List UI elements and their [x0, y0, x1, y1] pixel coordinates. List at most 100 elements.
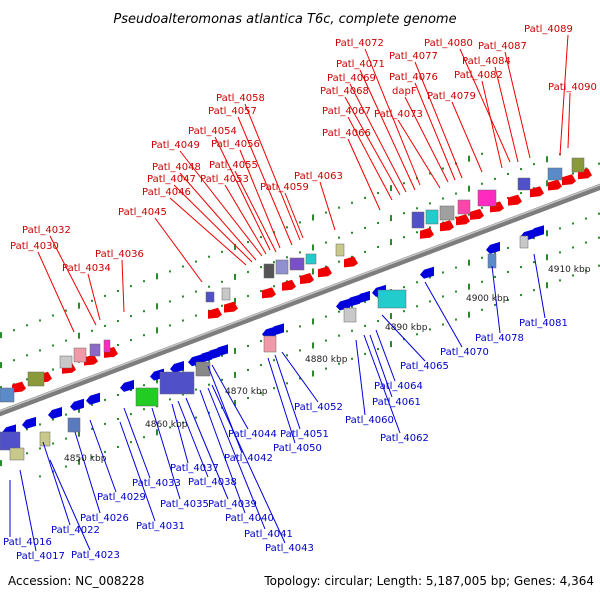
- gene-label[interactable]: Patl_4053: [200, 174, 249, 185]
- tick-mark: [403, 212, 405, 215]
- gene-label[interactable]: Patl_4070: [440, 347, 489, 358]
- reverse-gene-arrow: [170, 361, 184, 374]
- gene-label[interactable]: Patl_4054: [188, 126, 237, 137]
- tick-mark: [234, 243, 236, 250]
- gene-label[interactable]: Patl_4029: [97, 492, 146, 503]
- gene-label[interactable]: Patl_4051: [280, 429, 329, 440]
- gene-label[interactable]: Patl_4045: [118, 207, 167, 218]
- gene-label[interactable]: Patl_4077: [389, 51, 438, 62]
- gene-label[interactable]: Patl_4017: [16, 551, 65, 562]
- gene-label[interactable]: Patl_4034: [62, 263, 111, 274]
- gene-label[interactable]: Patl_4062: [380, 433, 429, 444]
- gene-label[interactable]: Patl_4067: [322, 106, 371, 117]
- tick-mark: [390, 239, 392, 246]
- tick-mark: [559, 279, 561, 282]
- gene-label[interactable]: Patl_4079: [427, 91, 476, 102]
- tick-mark: [52, 418, 54, 421]
- gene-label[interactable]: Patl_4090: [548, 82, 597, 93]
- gene-label[interactable]: Patl_4064: [374, 381, 423, 392]
- gene-block: [9, 447, 25, 461]
- gene-label[interactable]: Patl_4044: [228, 429, 277, 440]
- gene-label[interactable]: Patl_4060: [345, 415, 394, 426]
- gene-label[interactable]: Patl_4078: [475, 333, 524, 344]
- gene-label[interactable]: Patl_4038: [188, 477, 237, 488]
- reverse-gene-arrow: [420, 266, 434, 279]
- gene-label[interactable]: Patl_4084: [462, 56, 511, 67]
- tick-mark: [39, 423, 41, 426]
- gene-label[interactable]: Patl_4072: [335, 38, 384, 49]
- tick-mark: [26, 428, 28, 431]
- gene-label[interactable]: Patl_4040: [225, 513, 274, 524]
- gene-label[interactable]: Patl_4035: [160, 499, 209, 510]
- gene-label[interactable]: Patl_4071: [336, 59, 385, 70]
- gene-label[interactable]: dapF: [392, 86, 417, 97]
- tick-mark: [260, 290, 262, 293]
- gene-label[interactable]: Patl_4050: [273, 443, 322, 454]
- tick-mark: [351, 329, 353, 332]
- tick-mark: [117, 394, 119, 397]
- tick-mark: [286, 354, 288, 357]
- gene-label[interactable]: Patl_4082: [454, 70, 503, 81]
- gene-label[interactable]: Patl_4048: [152, 162, 201, 173]
- tick-mark: [247, 240, 249, 243]
- tick-mark: [325, 367, 327, 370]
- gene-block: [263, 335, 277, 353]
- gene-label[interactable]: Patl_4066: [322, 128, 371, 139]
- tick-mark: [364, 352, 366, 355]
- gene-label[interactable]: Patl_4059: [260, 182, 309, 193]
- gene-label[interactable]: Patl_4089: [524, 24, 573, 35]
- gene-label[interactable]: Patl_4031: [136, 521, 185, 532]
- tick-mark: [156, 377, 158, 384]
- gene-label[interactable]: Patl_4056: [211, 139, 260, 150]
- tick-mark: [338, 236, 340, 239]
- gene-label[interactable]: Patl_4057: [208, 106, 257, 117]
- map-title: Pseudoalteromonas atlantica T6c, complet…: [113, 12, 456, 27]
- gene-label[interactable]: Patl_4049: [151, 140, 200, 151]
- gene-label[interactable]: Patl_4023: [71, 550, 120, 561]
- gene-label[interactable]: Patl_4055: [209, 160, 258, 171]
- gene-label[interactable]: Patl_4036: [95, 249, 144, 260]
- forward-leader-lines: [37, 34, 571, 333]
- gene-label[interactable]: Patl_4063: [294, 171, 343, 182]
- gene-label[interactable]: Patl_4061: [372, 397, 421, 408]
- tick-mark: [104, 450, 106, 453]
- gene-label[interactable]: Patl_4042: [224, 453, 273, 464]
- forward-labels: Patl_4089 Patl_4090 Patl_4087 Patl_4080 …: [10, 24, 597, 274]
- tick-mark: [312, 244, 314, 251]
- gene-block: [519, 235, 529, 249]
- gene-label[interactable]: Patl_4058: [216, 93, 265, 104]
- gene-label[interactable]: Patl_4080: [424, 38, 473, 49]
- gene-label[interactable]: Patl_4032: [22, 225, 71, 236]
- tick-mark: [559, 251, 561, 254]
- gene-label[interactable]: Patl_4022: [51, 525, 100, 536]
- gene-label[interactable]: Patl_4069: [327, 73, 376, 84]
- gene-label[interactable]: Patl_4087: [478, 41, 527, 52]
- gene-label[interactable]: Patl_4037: [170, 463, 219, 474]
- gene-label[interactable]: Patl_4030: [10, 241, 59, 252]
- reverse-gene-arrow: [270, 323, 284, 336]
- gene-label[interactable]: Patl_4039: [208, 499, 257, 510]
- gene-label[interactable]: Patl_4052: [294, 402, 343, 413]
- tick-mark: [390, 215, 392, 222]
- gene-label[interactable]: Patl_4046: [142, 187, 191, 198]
- tick-mark: [91, 299, 93, 302]
- tick-mark: [468, 283, 470, 290]
- gene-label[interactable]: Patl_4073: [374, 109, 423, 120]
- tick-mark: [520, 192, 522, 195]
- gene-label[interactable]: Patl_4076: [389, 72, 438, 83]
- gene-label[interactable]: Patl_4041: [244, 529, 293, 540]
- tick-mark: [169, 426, 171, 429]
- gene-label[interactable]: Patl_4068: [320, 86, 369, 97]
- tick-mark: [338, 362, 340, 365]
- gene-label[interactable]: Patl_4047: [147, 174, 196, 185]
- gene-label[interactable]: Patl_4065: [400, 361, 449, 372]
- gene-label[interactable]: Patl_4016: [3, 537, 52, 548]
- tick-mark: [338, 310, 340, 313]
- tick-mark: [481, 280, 483, 283]
- gene-label[interactable]: Patl_4033: [132, 478, 181, 489]
- tick-mark: [273, 387, 275, 390]
- gene-label[interactable]: Patl_4043: [265, 543, 314, 554]
- gene-label[interactable]: Patl_4081: [519, 318, 568, 329]
- tick-mark: [546, 282, 548, 289]
- gene-label[interactable]: Patl_4026: [80, 513, 129, 524]
